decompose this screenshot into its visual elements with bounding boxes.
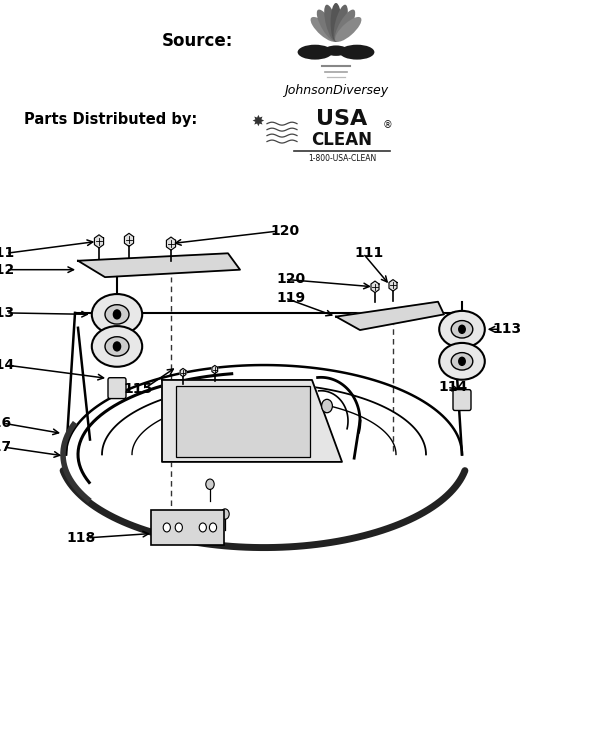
Polygon shape: [212, 366, 218, 374]
Polygon shape: [389, 279, 397, 291]
FancyBboxPatch shape: [151, 510, 224, 545]
Polygon shape: [162, 380, 342, 462]
Ellipse shape: [439, 343, 485, 380]
Circle shape: [175, 523, 182, 532]
Ellipse shape: [324, 45, 348, 56]
Text: 118: 118: [67, 531, 96, 545]
Circle shape: [163, 523, 170, 532]
Text: ®: ®: [382, 120, 392, 130]
Text: 119: 119: [276, 291, 305, 305]
Ellipse shape: [451, 352, 473, 370]
Text: 114: 114: [438, 381, 467, 394]
Text: 120: 120: [276, 273, 305, 286]
Polygon shape: [124, 233, 134, 247]
Circle shape: [209, 523, 217, 532]
Ellipse shape: [439, 311, 485, 348]
Polygon shape: [336, 302, 444, 330]
Ellipse shape: [92, 294, 142, 335]
Ellipse shape: [105, 337, 129, 356]
Ellipse shape: [334, 4, 348, 42]
Ellipse shape: [340, 45, 374, 60]
Polygon shape: [94, 235, 104, 248]
Text: 113: 113: [0, 306, 15, 320]
Text: 112: 112: [0, 263, 15, 276]
Circle shape: [199, 523, 206, 532]
Polygon shape: [78, 253, 240, 277]
Text: ✸: ✸: [251, 114, 265, 129]
FancyBboxPatch shape: [176, 386, 310, 457]
Ellipse shape: [105, 305, 129, 324]
Text: 1-800-USA-CLEAN: 1-800-USA-CLEAN: [308, 154, 376, 163]
Circle shape: [221, 509, 229, 519]
Ellipse shape: [335, 17, 361, 42]
Text: 115: 115: [124, 382, 153, 396]
Text: 111: 111: [354, 247, 383, 260]
Ellipse shape: [92, 326, 142, 367]
Ellipse shape: [317, 10, 337, 42]
Text: 114: 114: [0, 358, 15, 372]
Circle shape: [113, 342, 121, 351]
FancyBboxPatch shape: [453, 390, 471, 410]
Circle shape: [113, 310, 121, 319]
FancyBboxPatch shape: [108, 378, 126, 399]
Text: Parts Distributed by:: Parts Distributed by:: [24, 112, 197, 127]
Circle shape: [322, 399, 332, 413]
Ellipse shape: [335, 10, 355, 42]
Polygon shape: [180, 369, 186, 377]
Ellipse shape: [298, 45, 332, 60]
Text: 117: 117: [0, 440, 12, 454]
Circle shape: [206, 479, 214, 489]
Circle shape: [459, 326, 465, 333]
Text: 120: 120: [270, 224, 299, 238]
Ellipse shape: [451, 320, 473, 338]
Text: JohnsonDiversey: JohnsonDiversey: [284, 84, 388, 98]
Ellipse shape: [324, 4, 338, 42]
Text: USA: USA: [316, 110, 368, 129]
Text: 116: 116: [0, 416, 12, 430]
Text: 113: 113: [492, 323, 521, 336]
Circle shape: [459, 358, 465, 365]
Text: CLEAN: CLEAN: [311, 131, 373, 149]
Ellipse shape: [311, 17, 337, 42]
Polygon shape: [371, 281, 379, 293]
Text: Source:: Source:: [162, 32, 233, 50]
Polygon shape: [166, 237, 176, 250]
Ellipse shape: [331, 3, 341, 42]
Text: 111: 111: [0, 247, 15, 260]
